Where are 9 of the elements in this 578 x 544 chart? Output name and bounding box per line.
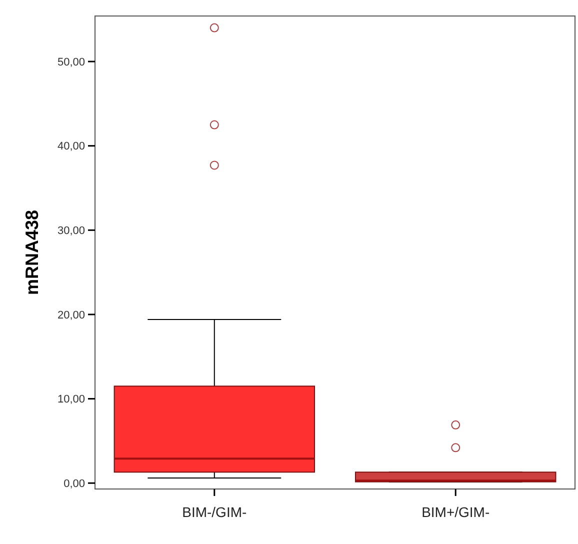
y-tick-label: 10,00 [57, 394, 85, 406]
y-tick-label: 20,00 [57, 309, 85, 322]
x-tick-label: BIM+/GIM- [422, 504, 490, 520]
y-tick-label: 0,00 [64, 478, 85, 490]
x-tick-label: BIM-/GIM- [182, 504, 248, 520]
y-tick-label: 50,00 [57, 56, 85, 68]
y-tick-label: 30,00 [57, 225, 85, 238]
y-tick-label: 40,00 [57, 140, 85, 153]
y-axis-title: mRNA438 [22, 210, 42, 296]
